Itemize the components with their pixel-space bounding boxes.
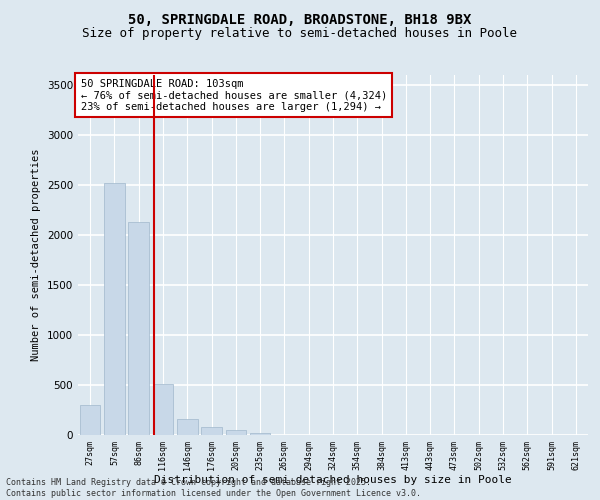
X-axis label: Distribution of semi-detached houses by size in Poole: Distribution of semi-detached houses by … [154,476,512,486]
Text: 50 SPRINGDALE ROAD: 103sqm
← 76% of semi-detached houses are smaller (4,324)
23%: 50 SPRINGDALE ROAD: 103sqm ← 76% of semi… [80,78,387,112]
Bar [201,427,222,435]
Bar [226,430,246,435]
Text: 50, SPRINGDALE ROAD, BROADSTONE, BH18 9BX: 50, SPRINGDALE ROAD, BROADSTONE, BH18 9B… [128,12,472,26]
Bar [152,384,173,435]
Text: Size of property relative to semi-detached houses in Poole: Size of property relative to semi-detach… [83,28,517,40]
Text: Contains HM Land Registry data © Crown copyright and database right 2025.
Contai: Contains HM Land Registry data © Crown c… [6,478,421,498]
Bar [104,183,125,435]
Y-axis label: Number of semi-detached properties: Number of semi-detached properties [31,149,41,361]
Bar [128,222,149,435]
Bar [250,432,271,435]
Bar [80,405,100,435]
Bar [177,419,197,435]
